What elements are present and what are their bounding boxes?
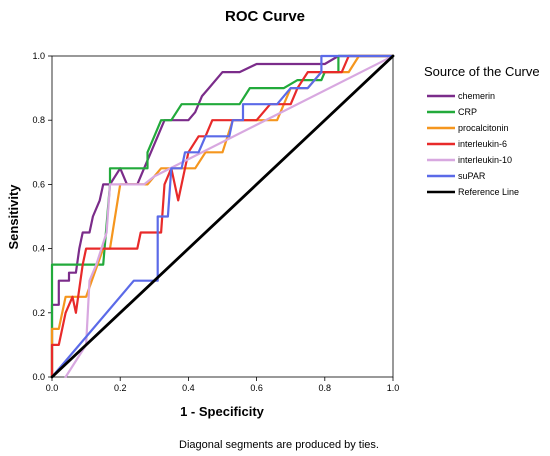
footnote: Diagonal segments are produced by ties. [179,439,379,451]
legend-label-interleukin-10: interleukin-10 [458,155,512,165]
legend-label-interleukin-6: interleukin-6 [458,139,507,149]
x-tick-label: 0.0 [46,383,59,393]
series-line-interleukin-10 [64,54,395,379]
legend-label-reference-line: Reference Line [458,187,519,197]
x-tick-label: 0.2 [114,383,127,393]
y-tick-label: 0.2 [32,308,45,318]
legend-title: Source of the Curve [424,64,540,79]
y-tick-label: 0.4 [32,244,45,254]
series-line-reference-line [50,54,395,379]
legend-label-supar: suPAR [458,171,486,181]
chart-title: ROC Curve [225,8,305,25]
x-tick-label: 1.0 [387,383,400,393]
legend: chemerin CRP procalcitonin interleukin-6 int… [427,91,519,197]
y-tick-label: 0.8 [32,115,45,125]
legend-label-chemerin: chemerin [458,91,495,101]
series-line-interleukin-6 [50,54,395,379]
series-line-supar [50,54,395,379]
plot-frame [51,55,394,378]
legend-label-crp: CRP [458,107,477,117]
x-axis-label: 1 - Specificity [180,404,265,419]
x-tick-label: 0.8 [319,383,332,393]
x-tick-label: 0.4 [182,383,195,393]
x-tick-label: 0.6 [250,383,263,393]
y-tick-label: 1.0 [32,51,45,61]
y-axis-label: Sensitivity [6,184,21,250]
y-tick-label: 0.6 [32,179,45,189]
series-line-crp [50,54,395,379]
legend-label-procalcitonin: procalcitonin [458,123,509,133]
y-tick-label: 0.0 [32,372,45,382]
plot-area: 0.0 0.2 0.4 0.6 0.8 1.0 0.0 0.2 0.4 0.6 0.8 1.0 [32,51,399,393]
